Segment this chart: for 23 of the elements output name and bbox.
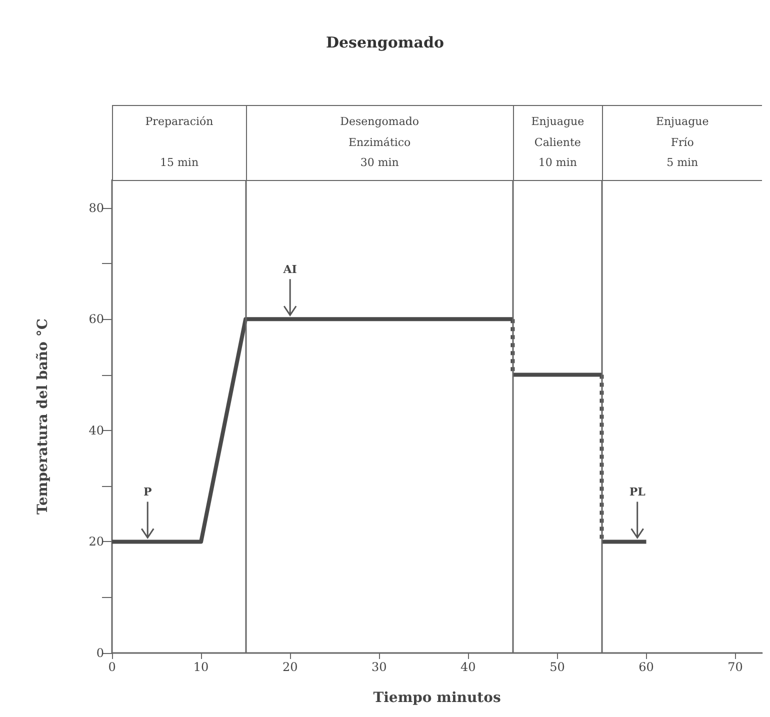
x-axis-title: Tiempo minutos	[373, 690, 501, 706]
x-tick-label: 70	[728, 660, 743, 674]
x-tick-label: 40	[460, 660, 476, 674]
y-tick-label: 40	[88, 423, 104, 438]
annotation: P	[143, 486, 152, 499]
text: Enjuague Caliente 10 min	[512, 105, 602, 181]
x-tick-label: 0	[108, 660, 116, 674]
text: Enjuague Frío 5 min	[602, 105, 762, 181]
y-tick-label: 80	[88, 200, 104, 215]
x-tick-label: 50	[550, 660, 565, 674]
text: Desengomado Enzimático 30 min	[246, 105, 513, 181]
x-tick-label: 30	[371, 660, 387, 674]
y-tick-label: 20	[88, 534, 104, 549]
y-axis-title: Temperatura del baño °C	[35, 318, 51, 514]
x-tick-label: 20	[282, 660, 298, 674]
y-tick-label: 0	[96, 646, 104, 660]
x-tick-label: 10	[193, 660, 209, 674]
annotation: AI	[282, 263, 297, 276]
text: Preparación 15 min	[145, 114, 214, 170]
x-tick-label: 60	[638, 660, 654, 674]
annotation: PL	[629, 486, 646, 499]
y-tick-label: 60	[88, 312, 104, 326]
chart-title: Desengomado	[326, 34, 444, 52]
